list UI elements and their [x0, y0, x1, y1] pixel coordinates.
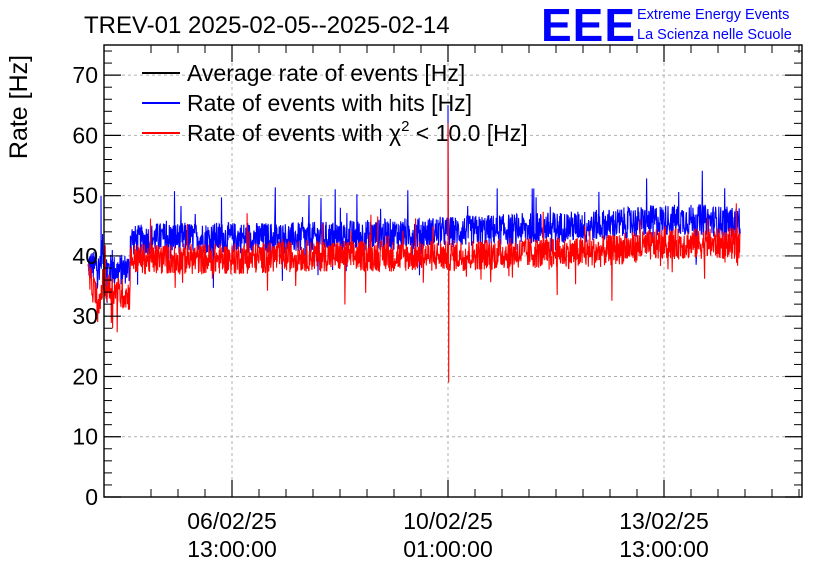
y-axis-label: Rate [Hz] — [5, 55, 33, 159]
x-tick-label-date: 10/02/25 — [403, 508, 493, 534]
y-tick-label: 50 — [72, 183, 98, 209]
legend-label-average: Average rate of events [Hz] — [187, 60, 465, 86]
brand-line-1: Extreme Energy Events — [637, 7, 789, 23]
series-line — [87, 123, 741, 383]
plot-frame — [103, 44, 803, 498]
x-tick-label-time: 13:00:00 — [619, 536, 709, 562]
legend: Average rate of events [Hz] Rate of event… — [142, 60, 528, 146]
y-tick-label: 20 — [72, 363, 98, 389]
y-tick-label: 70 — [72, 62, 98, 88]
x-tick-label-time: 01:00:00 — [403, 536, 493, 562]
legend-label-chi2: Rate of events with χ2 < 10.0 [Hz] — [187, 118, 528, 146]
x-tick-label-date: 06/02/25 — [187, 508, 277, 534]
y-tick-label: 10 — [72, 424, 98, 450]
legend-label-hits: Rate of events with hits [Hz] — [187, 90, 472, 116]
brand-line-2: La Scienza nelle Scuole — [637, 27, 792, 43]
x-tick-label-time: 13:00:00 — [187, 536, 277, 562]
chart-title: TREV-01 2025-02-05--2025-02-14 — [84, 12, 450, 39]
x-tick-label-date: 13/02/25 — [619, 508, 709, 534]
axes: 01020304050607006/02/2513:00:0010/02/250… — [72, 44, 803, 562]
y-tick-label: 60 — [72, 122, 98, 148]
y-tick-label: 40 — [72, 243, 98, 269]
y-tick-label: 30 — [72, 303, 98, 329]
eee-logo: EEE — [541, 0, 636, 51]
series-layer — [87, 105, 741, 383]
series-line — [87, 105, 741, 303]
y-tick-label: 0 — [85, 484, 98, 510]
